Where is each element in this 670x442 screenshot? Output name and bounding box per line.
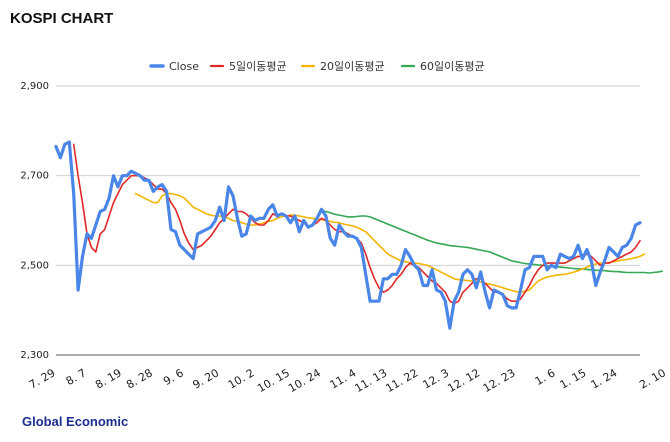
x-tick-label: 11. 13 (353, 366, 390, 395)
x-tick-label: 8. 28 (124, 366, 155, 391)
x-tick-label: 12. 12 (445, 366, 482, 395)
x-tick-label: 1. 24 (589, 366, 620, 391)
chart-title: KOSPI CHART (10, 10, 114, 27)
series-line-3 (320, 209, 663, 274)
x-tick-label: 8. 19 (93, 366, 124, 391)
series-line-1 (72, 143, 641, 305)
x-tick-label: 12. 23 (481, 366, 518, 395)
grid-lines (56, 85, 640, 356)
x-tick-label: 2. 10 (637, 366, 668, 391)
legend-label: 5일이동평균 (229, 59, 287, 73)
y-axis-ticks: 2,900 2,700 2,500 2,300 (20, 81, 49, 361)
x-tick-label: 9. 6 (161, 366, 186, 388)
y-tick-label: 2,500 (20, 260, 49, 271)
x-tick-label: 9. 20 (190, 366, 221, 391)
x-tick-label: 10. 15 (255, 366, 292, 395)
y-tick-label: 2,900 (20, 81, 49, 92)
x-tick-label: 10. 2 (226, 366, 257, 391)
series-line-0 (54, 140, 642, 330)
x-tick-label: 7. 29 (27, 366, 58, 391)
x-tick-label: 1. 6 (533, 366, 558, 388)
source-label: Global Economic (22, 414, 129, 429)
x-tick-label: 11. 22 (383, 366, 420, 395)
legend-label: 20일이동평균 (320, 59, 385, 73)
y-tick-label: 2,700 (20, 171, 49, 182)
y-tick-label: 2,300 (20, 350, 49, 361)
x-tick-label: 8. 7 (64, 366, 89, 388)
series-lines (54, 140, 663, 330)
legend-label: 60일이동평균 (420, 59, 485, 73)
legend-label: Close (169, 60, 199, 73)
x-tick-label: 1. 15 (558, 366, 589, 391)
series-line-2 (134, 192, 646, 293)
x-axis-ticks: 7. 29 8. 7 8. 19 8. 28 9. 6 9. 20 10. 210. 151… (27, 366, 668, 395)
legend: Close 5일이동평균 20일이동평균 60일이동평균 (149, 59, 485, 73)
x-tick-label: 10. 24 (286, 366, 323, 395)
